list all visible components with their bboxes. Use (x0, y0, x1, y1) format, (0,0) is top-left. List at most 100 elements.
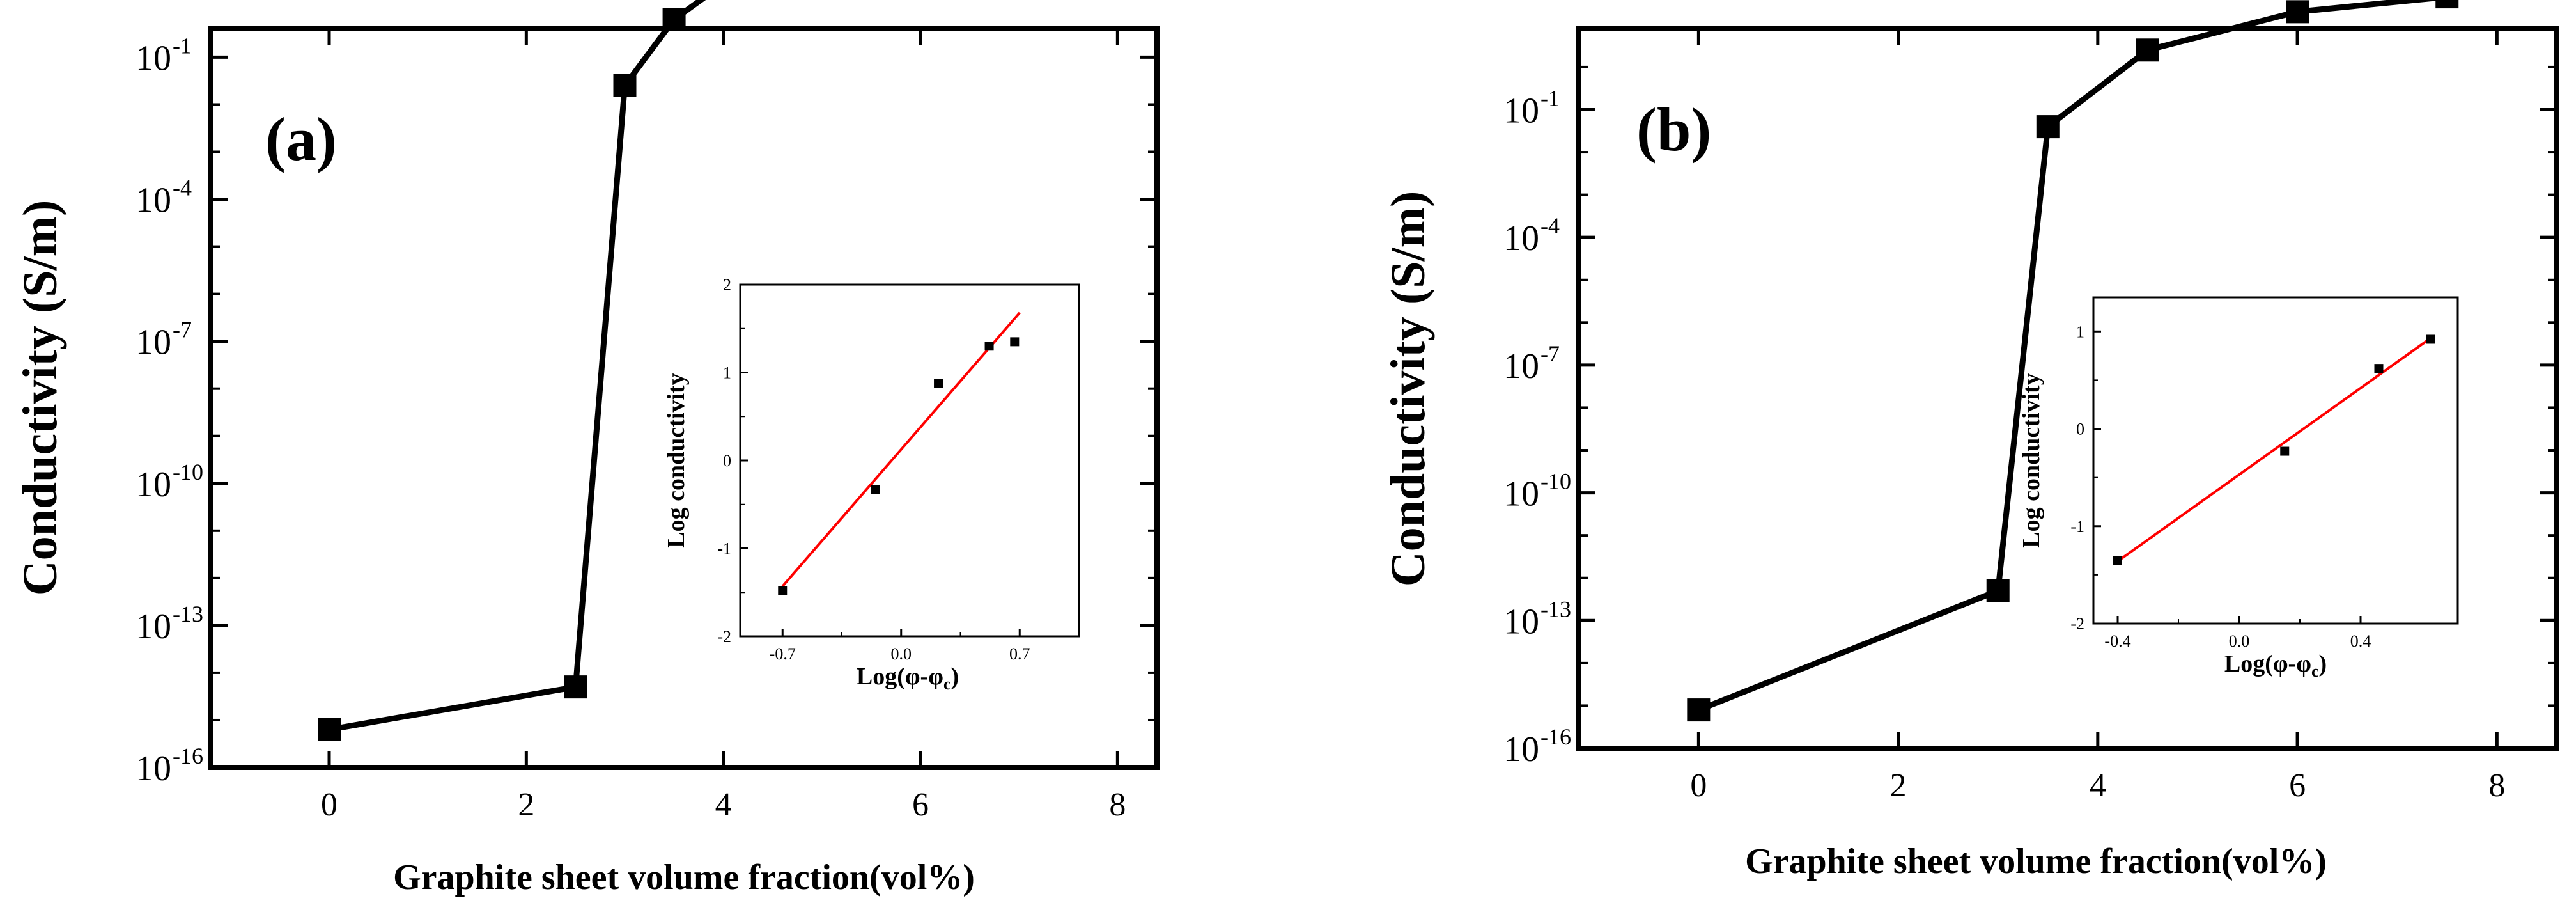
inset-data-point (2374, 364, 2384, 373)
panel-b-inset-tick-labels: -0.4 0.0 0.4 -2 -1 0 1 (2070, 322, 2371, 650)
inset-x-tick-label: -0.4 (2104, 632, 2130, 650)
panel-b-plot-frame (1576, 26, 2559, 751)
panel-a-inset-tick-marks (740, 283, 1021, 638)
fit-line (781, 311, 1021, 587)
data-point (1687, 698, 1711, 722)
inset-data-point (1010, 337, 1020, 347)
y-tick-label: 10 (136, 607, 171, 647)
panel-b-tick-marks (1579, 29, 2557, 750)
y-tick-label: 10 (136, 749, 171, 789)
x-tick-label: 0 (321, 787, 338, 823)
panel-b-label: (b) (1636, 95, 1711, 164)
inset-y-tick-label: -1 (717, 540, 731, 558)
panel-b-inset-y-axis-title: Log conductivity (2018, 373, 2045, 547)
series-line (1697, 0, 2445, 713)
y-tick-exponent: -1 (173, 33, 192, 58)
y-tick-label: 10 (1503, 602, 1539, 641)
y-tick-exponent: -7 (1540, 341, 1560, 366)
data-point (2435, 0, 2459, 9)
panel-a-inset: -0.7 0.0 0.7 -2 -1 0 1 2 Log(φ-φc) Log conducti… (663, 276, 1080, 693)
x-tick-label: 4 (2090, 767, 2106, 804)
panel-b-inset-x-axis-title: Log(φ-φc) (2224, 650, 2327, 680)
inset-y-tick-label: -2 (717, 627, 731, 646)
inset-y-tick-label: -2 (2070, 615, 2084, 633)
panel-b-y-axis-title: Conductivity (S/m) (1381, 191, 1435, 587)
inset-data-point (2280, 446, 2290, 456)
data-point (613, 74, 637, 97)
inset-y-tick-label: 0 (723, 452, 731, 470)
inset-data-point (984, 342, 994, 351)
panel-b-x-axis-title: Graphite sheet volume fraction(vol%) (1745, 842, 2327, 881)
y-tick-label: 10 (1503, 219, 1539, 258)
x-tick-label: 6 (2289, 767, 2306, 804)
panel-a-y-axis-title: Conductivity (S/m) (13, 200, 67, 596)
y-tick-exponent: -1 (1540, 85, 1560, 111)
panel-a-x-axis-title: Graphite sheet volume fraction(vol%) (393, 858, 975, 897)
fit-line (2116, 337, 2432, 563)
inset-x-tick-label: 0.0 (2229, 632, 2250, 650)
y-tick-exponent: -13 (173, 601, 203, 627)
panel-a-inset-fit-line (781, 311, 1021, 587)
panel-b-inset-frame (2092, 296, 2459, 625)
y-tick-label: 10 (1503, 475, 1539, 514)
y-tick-label: 10 (1503, 730, 1539, 769)
panel-a-inset-x-axis-title: Log(φ-φc) (857, 663, 959, 693)
y-tick-exponent: -16 (1540, 724, 1571, 750)
x-tick-label: 2 (518, 787, 534, 823)
y-tick-exponent: -4 (173, 175, 192, 201)
data-point (1986, 579, 2010, 602)
inset-y-tick-label: -1 (2070, 517, 2084, 536)
y-tick-exponent: -10 (173, 459, 203, 485)
panel-a-inset-y-axis-title: Log conductivity (663, 373, 690, 547)
panel-b-inset: -0.4 0.0 0.4 -2 -1 0 1 Log(φ-φc) Log conductiv… (2018, 296, 2459, 680)
x-tick-label: 6 (912, 787, 929, 823)
inset-y-tick-label: 2 (723, 276, 731, 294)
y-tick-label: 10 (136, 465, 171, 505)
y-tick-label: 10 (1503, 347, 1539, 386)
inset-y-tick-label: 1 (723, 364, 731, 382)
panel-b-inset-fit-line (2116, 337, 2432, 563)
panel-a-series-points (318, 8, 686, 741)
data-point (318, 718, 341, 741)
y-tick-exponent: -16 (173, 743, 203, 769)
panel-a-inset-points (778, 337, 1020, 595)
inset-y-tick-label: 0 (2076, 420, 2084, 439)
y-tick-label: 10 (1503, 91, 1539, 130)
inset-x-tick-label: 0.7 (1009, 645, 1030, 663)
data-point (662, 8, 686, 31)
inset-data-point (871, 485, 880, 494)
panel-a-inset-frame (739, 283, 1080, 638)
x-tick-label: 4 (715, 787, 732, 823)
y-tick-exponent: -13 (1540, 596, 1571, 622)
inset-x-tick-label: 0.4 (2350, 632, 2371, 650)
panel-b-inset-points (2113, 334, 2435, 565)
inset-data-point (2113, 556, 2122, 565)
inset-data-point (778, 586, 788, 595)
y-tick-exponent: -10 (1540, 469, 1571, 494)
panel-a-inset-tick-labels: -0.7 0.0 0.7 -2 -1 0 1 2 (717, 276, 1030, 663)
data-point (2136, 38, 2159, 62)
y-tick-label: 10 (136, 323, 171, 363)
inset-x-tick-label: 0.0 (891, 645, 912, 663)
panel-a-label: (a) (265, 105, 337, 173)
y-tick-label: 10 (136, 38, 171, 78)
inset-data-point (934, 379, 943, 388)
panel-b-series-line (1697, 0, 2445, 713)
panel-b-series-points (1687, 0, 2459, 722)
data-point (564, 675, 587, 699)
inset-y-tick-label: 1 (2076, 322, 2084, 341)
inset-x-tick-label: -0.7 (770, 645, 796, 663)
inset-data-point (2426, 334, 2435, 344)
panel-b-inset-tick-marks (2093, 330, 2362, 625)
x-tick-label: 8 (1109, 787, 1126, 823)
y-tick-exponent: -7 (173, 317, 192, 343)
x-tick-label: 8 (2488, 767, 2505, 804)
x-tick-label: 0 (1690, 767, 1707, 804)
y-tick-label: 10 (136, 181, 171, 221)
panel-a-tick-marks (211, 29, 1157, 769)
